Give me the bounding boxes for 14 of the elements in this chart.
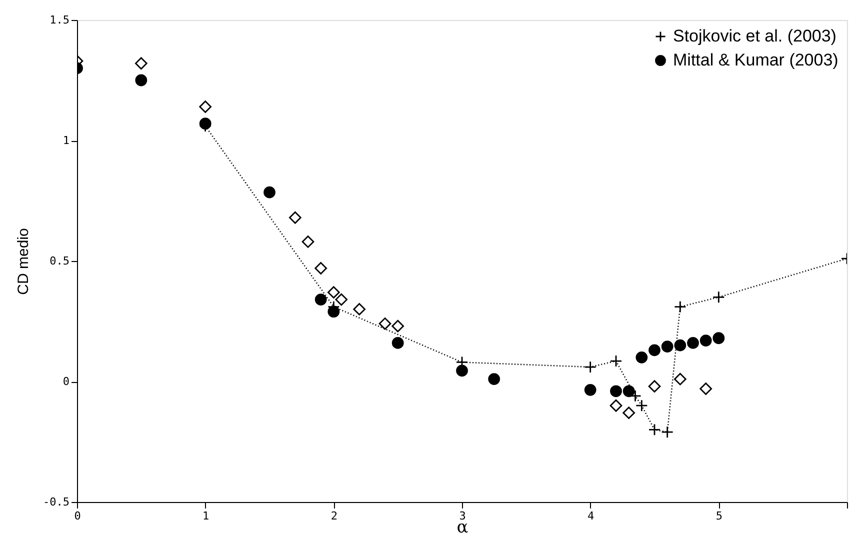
x-tick-label: 3	[459, 510, 466, 522]
legend-label: Mittal & Kumar (2003)	[673, 50, 838, 70]
legend-label: Stojkovic et al. (2003)	[673, 26, 836, 46]
y-tick-label: 0	[62, 375, 70, 388]
y-tick-label: -0.5	[43, 496, 70, 508]
y-tick-label: 1.5	[50, 14, 70, 26]
x-tick-label: 1	[202, 510, 210, 522]
x-tick-label: 5	[716, 510, 722, 522]
y-axis-title: CD medio	[15, 228, 32, 295]
x-tick-label: 2	[330, 510, 338, 522]
y-tick-label: 1	[62, 134, 70, 147]
y-tick-label: 0.5	[50, 254, 70, 268]
x-tick-label: 0	[74, 510, 81, 522]
x-tick-label: 4	[588, 510, 595, 522]
